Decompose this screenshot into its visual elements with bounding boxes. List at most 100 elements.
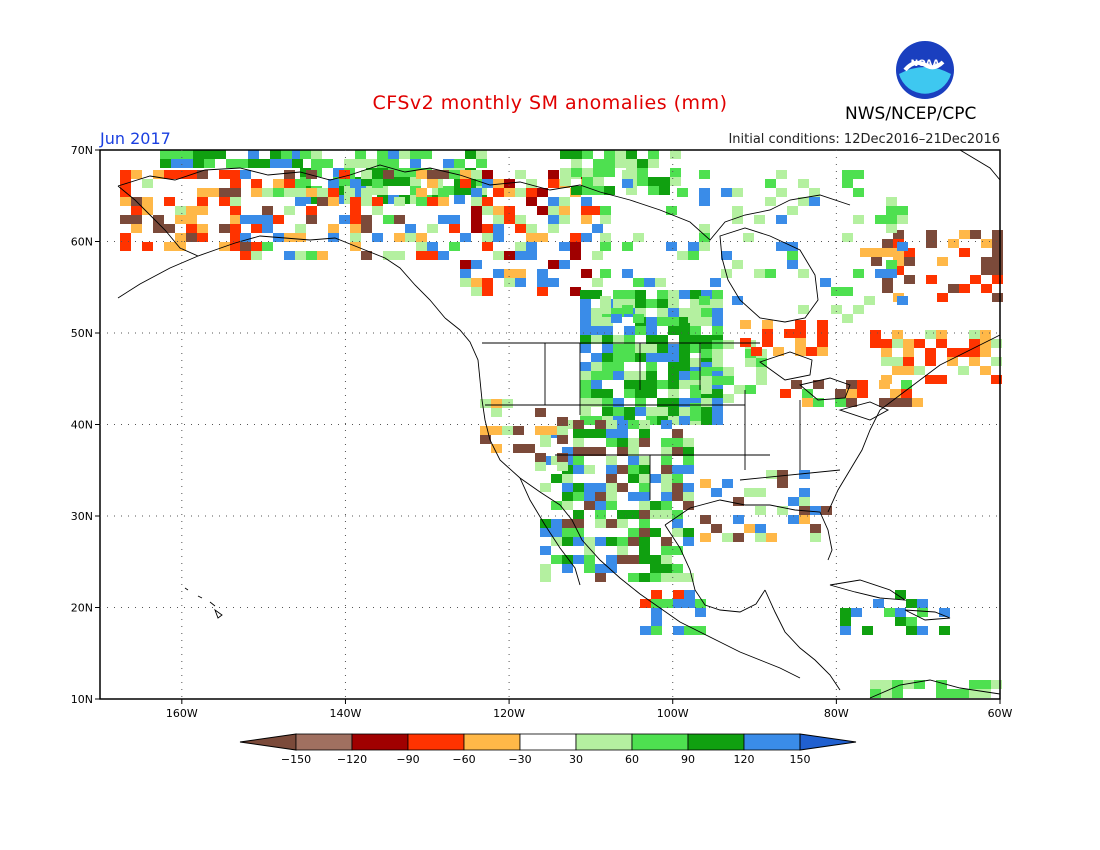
anomaly-cell: [251, 251, 262, 260]
anomaly-cell: [493, 269, 504, 278]
anomaly-cell: [668, 380, 679, 389]
anomaly-cell: [580, 389, 591, 398]
lon-label: 60W: [988, 707, 1013, 720]
anomaly-cell: [240, 233, 251, 242]
anomaly-cell: [679, 416, 690, 425]
anomaly-cell: [626, 186, 637, 195]
anomaly-cell: [628, 555, 639, 564]
anomaly-cell: [449, 215, 460, 224]
anomaly-cell: [476, 177, 487, 186]
anomaly-cell: [251, 242, 262, 251]
anomaly-cell: [615, 159, 626, 168]
anomaly-cell: [701, 290, 712, 299]
anomaly-cell: [284, 206, 295, 215]
anomaly-cell: [182, 159, 193, 168]
anomaly-cell: [540, 573, 551, 582]
anomaly-cell: [482, 197, 493, 206]
anomaly-cell: [186, 233, 197, 242]
anomaly-cell: [901, 389, 912, 398]
anomaly-cell: [515, 242, 526, 251]
anomaly-cell: [405, 233, 416, 242]
anomaly-cell: [493, 251, 504, 260]
anomaly-cell: [237, 159, 248, 168]
anomaly-cell: [906, 599, 917, 608]
anomaly-cell: [650, 501, 661, 510]
anomaly-cell: [926, 230, 937, 239]
anomaly-cell: [562, 519, 573, 528]
anomaly-cell: [548, 197, 559, 206]
anomaly-cell: [679, 344, 690, 353]
anomaly-cell: [493, 206, 504, 215]
anomaly-cell: [476, 150, 487, 159]
anomaly-cell: [350, 215, 361, 224]
anomaly-cell: [584, 465, 595, 474]
anomaly-cell: [560, 168, 571, 177]
anomaly-cell: [699, 170, 710, 179]
anomaly-cell: [504, 215, 515, 224]
anomaly-cell: [399, 168, 410, 177]
anomaly-cell: [701, 349, 712, 358]
anomaly-cell: [355, 159, 366, 168]
anomaly-cell: [755, 488, 766, 497]
anomaly-cell: [540, 546, 551, 555]
anomaly-cell: [981, 257, 992, 266]
anomaly-cell: [573, 483, 584, 492]
anomaly-cell: [624, 326, 635, 335]
anomaly-cell: [646, 353, 657, 362]
anomaly-cell: [745, 349, 756, 358]
anomaly-cell: [248, 150, 259, 159]
anomaly-cell: [969, 348, 980, 357]
anomaly-cell: [886, 224, 897, 233]
anomaly-cell: [683, 438, 694, 447]
anomaly-cell: [595, 564, 606, 573]
anomaly-cell: [622, 242, 633, 251]
anomaly-cell: [262, 206, 273, 215]
anomaly-cell: [661, 438, 672, 447]
anomaly-cell: [460, 269, 471, 278]
anomaly-cell: [388, 150, 399, 159]
anomaly-cell: [917, 599, 928, 608]
anomaly-cell: [701, 398, 712, 407]
anomaly-cell: [454, 186, 465, 195]
anomaly-cell: [881, 680, 892, 689]
anomaly-cell: [820, 278, 831, 287]
anomaly-cell: [573, 456, 584, 465]
anomaly-cell: [646, 371, 657, 380]
anomaly-cell: [635, 407, 646, 416]
anomaly-cell: [595, 573, 606, 582]
anomaly-cell: [635, 353, 646, 362]
anomaly-cell: [668, 407, 679, 416]
anomaly-cell: [306, 170, 317, 179]
anomaly-cell: [580, 344, 591, 353]
anomaly-cell: [164, 197, 175, 206]
anomaly-cell: [721, 188, 732, 197]
anomaly-cell: [284, 233, 295, 242]
lon-label: 100W: [657, 707, 689, 720]
anomaly-cell: [372, 179, 383, 188]
anomaly-cell: [690, 344, 701, 353]
anomaly-cell: [551, 537, 562, 546]
anomaly-cell: [571, 168, 582, 177]
anomaly-cell: [666, 242, 677, 251]
anomaly-cell: [842, 170, 853, 179]
anomaly-cell: [471, 170, 482, 179]
anomaly-cell: [639, 492, 650, 501]
anomaly-cell: [427, 197, 438, 206]
anomaly-cell: [765, 269, 776, 278]
anomaly-cell: [991, 375, 1002, 384]
anomaly-cell: [695, 626, 706, 635]
anomaly-cell: [712, 358, 723, 367]
anomaly-cell: [765, 197, 776, 206]
anomaly-cell: [853, 215, 864, 224]
anomaly-cell: [864, 296, 875, 305]
anomaly-cell: [582, 177, 593, 186]
anomaly-cell: [766, 533, 777, 542]
anomaly-cell: [394, 233, 405, 242]
anomaly-cell: [672, 429, 683, 438]
anomaly-cell: [582, 186, 593, 195]
anomaly-cell: [699, 197, 710, 206]
anomaly-cell: [595, 537, 606, 546]
anomaly-cell: [672, 564, 683, 573]
anomaly-cell: [580, 371, 591, 380]
